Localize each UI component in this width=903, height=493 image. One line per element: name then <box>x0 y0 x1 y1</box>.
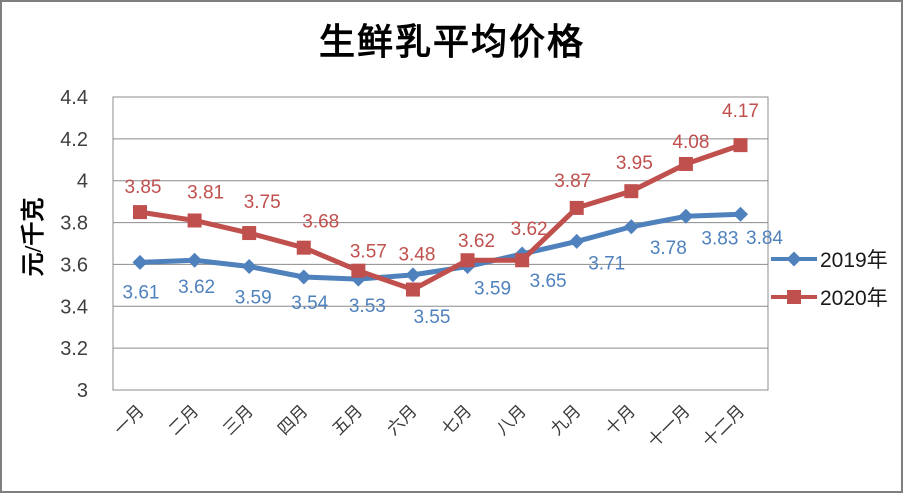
data-point-2019年 <box>733 206 748 222</box>
x-tick-label: 六月 <box>383 401 420 438</box>
data-label-2019年: 3.59 <box>474 279 511 300</box>
data-label-2019年: 3.53 <box>349 296 386 317</box>
y-tick-label: 3 <box>77 380 88 402</box>
y-tick-label: 4.2 <box>60 129 88 151</box>
data-point-2020年 <box>351 263 366 278</box>
data-point-2020年 <box>187 213 202 228</box>
data-point-2020年 <box>624 184 639 199</box>
y-tick-label: 4.4 <box>60 87 88 109</box>
data-point-2020年 <box>678 156 693 171</box>
data-label-2020年: 3.57 <box>350 242 387 263</box>
x-tick-label: 十一月 <box>644 401 693 450</box>
series-line-2020年 <box>137 142 743 293</box>
x-tick-label: 七月 <box>438 401 475 438</box>
data-point-2020年 <box>515 253 530 268</box>
series-2020年: 3.85 3.81 3.75 3.68 3.57 3.48 3.62 3.62 3.87 3.95… <box>125 101 759 297</box>
data-label-2020年: 3.75 <box>244 192 281 213</box>
data-label-2020年: 3.62 <box>458 231 495 252</box>
y-tick-label: 3.2 <box>60 338 88 360</box>
data-point-2020年 <box>242 226 257 241</box>
data-label-2020年: 3.87 <box>554 171 591 192</box>
data-label-2019年: 3.78 <box>650 238 687 259</box>
data-point-2019年 <box>623 219 639 235</box>
x-tick-label: 四月 <box>274 401 311 438</box>
data-point-2020年 <box>133 205 147 220</box>
y-tick-label: 3.4 <box>60 296 88 318</box>
data-point-2019年 <box>405 267 421 283</box>
legend-entry-2020年: 2020年 <box>771 287 888 310</box>
data-point-2020年 <box>296 240 311 255</box>
data-label-2019年: 3.61 <box>123 282 160 303</box>
data-label-2019年: 3.84 <box>746 228 783 249</box>
legend-label: 2020年 <box>820 287 888 310</box>
data-label-2020年: 3.85 <box>125 177 162 198</box>
x-tick-label: 五月 <box>329 401 366 438</box>
data-label-2020年: 3.48 <box>398 245 435 266</box>
data-point-2020年 <box>733 138 748 153</box>
data-label-2020年: 3.95 <box>616 153 653 174</box>
series-2019年: 3.61 3.62 3.59 3.54 3.53 3.55 3.59 3.65 3.71 3.78… <box>123 206 783 328</box>
legend-entry-2019年: 2019年 <box>771 249 888 272</box>
data-point-2019年 <box>132 254 148 270</box>
legend: 2019年 2020年 <box>771 249 888 310</box>
data-point-2019年 <box>241 259 257 275</box>
data-point-2019年 <box>569 233 585 249</box>
series-layer: 3.61 3.62 3.59 3.54 3.53 3.55 3.59 3.65 3.71 3.78… <box>123 101 784 328</box>
data-point-2019年 <box>187 252 203 268</box>
data-label-2019年: 3.54 <box>291 293 328 314</box>
data-point-2020年 <box>405 282 420 297</box>
x-tick-label: 十月 <box>602 401 639 438</box>
data-point-2020年 <box>460 253 475 268</box>
y-axis-title: 元/千克 <box>20 198 47 277</box>
data-label-2019年: 3.83 <box>701 228 738 249</box>
y-tick-label: 3.6 <box>60 254 88 276</box>
y-tick-label: 3.8 <box>60 213 88 235</box>
x-tick-label: 九月 <box>547 401 584 438</box>
legend-marker-diamond-icon <box>786 251 802 267</box>
axis-labels-layer: 4.4 4.2 4 3.8 3.6 3.4 3.2 3 一月 二月 三月 四月 五月 六月 七月 八月 九月 十月… <box>60 87 748 451</box>
plot-area-border <box>112 96 769 391</box>
gridlines-layer <box>112 96 769 391</box>
data-label-2020年: 3.68 <box>302 212 339 233</box>
data-label-2020年: 4.08 <box>672 132 709 153</box>
x-tick-label: 十二月 <box>699 401 748 450</box>
chart-title: 生鲜乳平均价格 <box>319 22 585 62</box>
data-label-2019年: 3.71 <box>588 253 625 274</box>
data-label-2019年: 3.59 <box>235 288 272 309</box>
x-tick-label: 八月 <box>492 401 529 438</box>
data-point-2019年 <box>678 208 694 224</box>
x-tick-label: 一月 <box>110 401 147 438</box>
data-label-2020年: 4.17 <box>722 101 759 122</box>
data-label-2019年: 3.65 <box>530 271 567 292</box>
data-label-2019年: 3.55 <box>413 307 450 328</box>
data-point-2019年 <box>296 269 312 285</box>
legend-marker-square-icon <box>787 290 801 304</box>
y-tick-label: 4 <box>77 171 88 193</box>
legend-label: 2019年 <box>820 249 888 272</box>
data-label-2020年: 3.81 <box>187 182 224 203</box>
series-line-2019年 <box>137 211 743 282</box>
x-tick-label: 二月 <box>165 401 202 438</box>
data-label-2020年: 3.62 <box>511 219 548 240</box>
data-label-2019年: 3.62 <box>178 277 215 298</box>
x-tick-label: 三月 <box>220 401 257 438</box>
data-point-2020年 <box>569 200 584 215</box>
